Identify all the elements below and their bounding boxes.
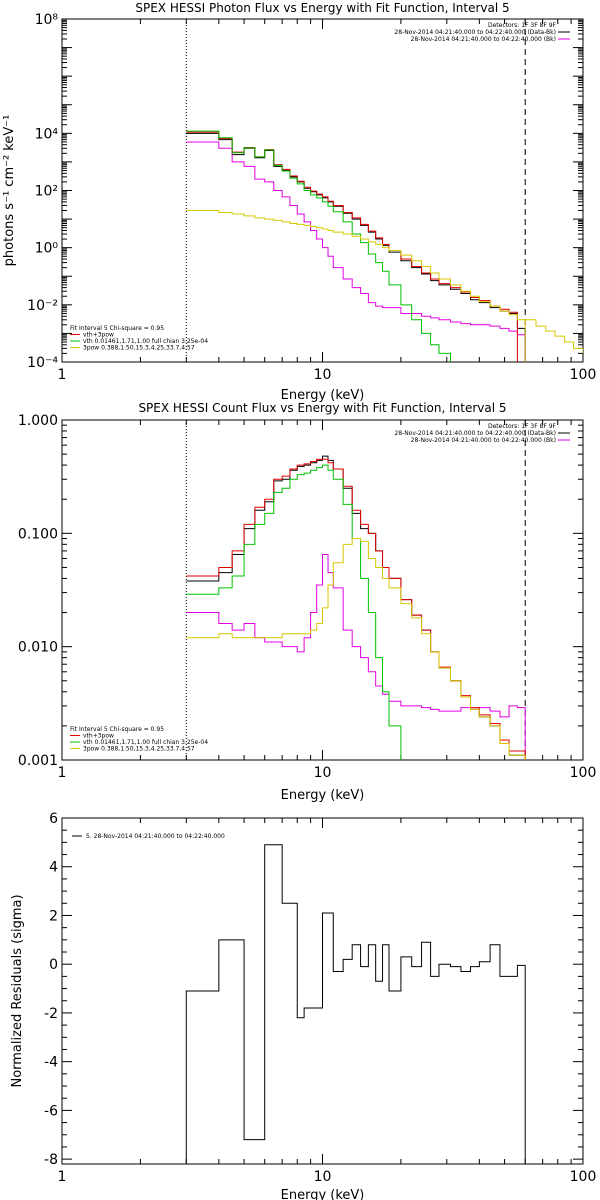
series-residuals: [185, 844, 526, 1164]
y-axis-label: photons s⁻¹ cm⁻² keV⁻¹: [2, 115, 17, 267]
series-vth+3pow: [186, 131, 518, 362]
y-tick-label: 10⁸: [35, 12, 59, 28]
y-tick-label: -6: [44, 1103, 58, 1119]
series-group: [186, 130, 583, 362]
x-axis-label: Energy (keV): [281, 388, 365, 403]
series-bk: [186, 141, 526, 362]
series-vth: [186, 464, 402, 760]
series-3pow-tail: [525, 319, 583, 354]
series-group: [186, 455, 526, 760]
legend-entry: 28-Nov-2014 04:21:40.000 to 04:22:40.000…: [411, 437, 556, 444]
x-tick-label: 1: [58, 367, 67, 383]
y-tick-label: -8: [44, 1152, 58, 1168]
y-tick-label: 1.000: [18, 413, 58, 429]
series-vth: [186, 130, 451, 362]
series-data-bk: [186, 455, 526, 760]
legend-entry: Detectors: 1F 3F 8F 9F: [488, 423, 557, 430]
legend-entry: 28-Nov-2014 04:21:40.000 to 04:22:40.000…: [394, 430, 556, 437]
legend-bottom: Fit Interval 5 Chi-square = 0.95vth+3pow…: [70, 726, 208, 753]
legend-entry: vth+3pow: [83, 332, 114, 339]
legend-entry: vth+3pow: [83, 733, 114, 740]
x-tick-label: 10: [314, 1169, 332, 1185]
series-3pow: [186, 209, 526, 362]
legend-top: 5. 28-Nov-2014 04:21:40.000 to 04:22:40.…: [72, 833, 225, 840]
x-tick-label: 10: [314, 765, 332, 781]
y-tick-label: 10⁻²: [27, 298, 58, 314]
x-tick-label: 10: [314, 367, 332, 383]
x-axis-label: Energy (keV): [281, 788, 365, 803]
legend-entry: Fit Interval 5 Chi-square = 0.95: [70, 325, 164, 332]
y-tick-label: 0: [49, 957, 58, 973]
x-tick-label: 100: [570, 367, 597, 383]
series-vth+3pow: [186, 458, 526, 760]
y-tick-label: 0.100: [18, 526, 58, 542]
y-tick-label: 4: [49, 860, 58, 876]
legend-entry: 28-Nov-2014 04:21:40.000 to 04:22:40.000…: [394, 29, 556, 36]
chart-title: SPEX HESSI Photon Flux vs Energy with Fi…: [135, 1, 509, 15]
plot-frame: [61, 18, 584, 363]
y-axis-label: Normalized Residuals (sigma): [10, 894, 25, 1087]
legend-entry: vth 0.01461,1.71,1.00 full chian 3.25e-0…: [83, 739, 208, 746]
y-tick-label: 10⁴: [35, 126, 59, 142]
legend-entry: 3pow 0.388,1.50,15.3,4.25,33.7,4.57: [83, 746, 195, 753]
y-tick-label: 2: [49, 908, 58, 924]
legend-entry: 28-Nov-2014 04:21:40.000 to 04:22:40.000…: [411, 36, 556, 43]
chart-panel-1: SPEX HESSI Photon Flux vs Energy with Fi…: [2, 1, 596, 403]
legend-entry: 5. 28-Nov-2014 04:21:40.000 to 04:22:40.…: [86, 833, 225, 840]
legend-entry: Fit Interval 5 Chi-square = 0.95: [70, 726, 164, 733]
legend-entry: vth 0.01461,1.71,1.00 full chian 3.25e-0…: [83, 338, 208, 345]
legend-entry: 3pow 0.388,1.50,15.3,4.25,33.7,4.57: [83, 345, 195, 352]
chart-panel-3: 1 10 100 -8 -6 -4 -2 0 2 4 6 Energy (keV) Normalized…: [10, 811, 596, 1200]
y-tick-label: 6: [49, 811, 58, 827]
series-3pow: [186, 538, 526, 760]
y-tick-label: 0.001: [18, 753, 58, 769]
series-bk: [186, 554, 526, 760]
y-tick-label: 0.010: [18, 640, 58, 656]
legend-entry: Detectors: 1F 3F 8F 9F: [488, 22, 557, 29]
series-data-bk: [186, 132, 526, 362]
y-tick-label: -4: [44, 1055, 58, 1071]
y-tick-label: -2: [44, 1006, 58, 1022]
y-tick-label: 10⁻⁴: [27, 355, 58, 371]
x-tick-label: 100: [570, 765, 597, 781]
chart-title: SPEX HESSI Count Flux vs Energy with Fit…: [138, 401, 506, 415]
x-tick-label: 100: [570, 1169, 597, 1185]
x-tick-label: 1: [58, 765, 67, 781]
x-axis-label: Energy (keV): [281, 1188, 365, 1200]
chart-panel-2: SPEX HESSI Count Flux vs Energy with Fit…: [18, 401, 597, 803]
legend-bottom: Fit Interval 5 Chi-square = 0.95vth+3pow…: [70, 325, 208, 352]
plot-frame: [61, 419, 584, 761]
y-tick-label: 10²: [35, 184, 58, 200]
x-tick-label: 1: [58, 1169, 67, 1185]
y-tick-label: 10⁰: [35, 241, 59, 257]
series-group: [185, 844, 526, 1164]
